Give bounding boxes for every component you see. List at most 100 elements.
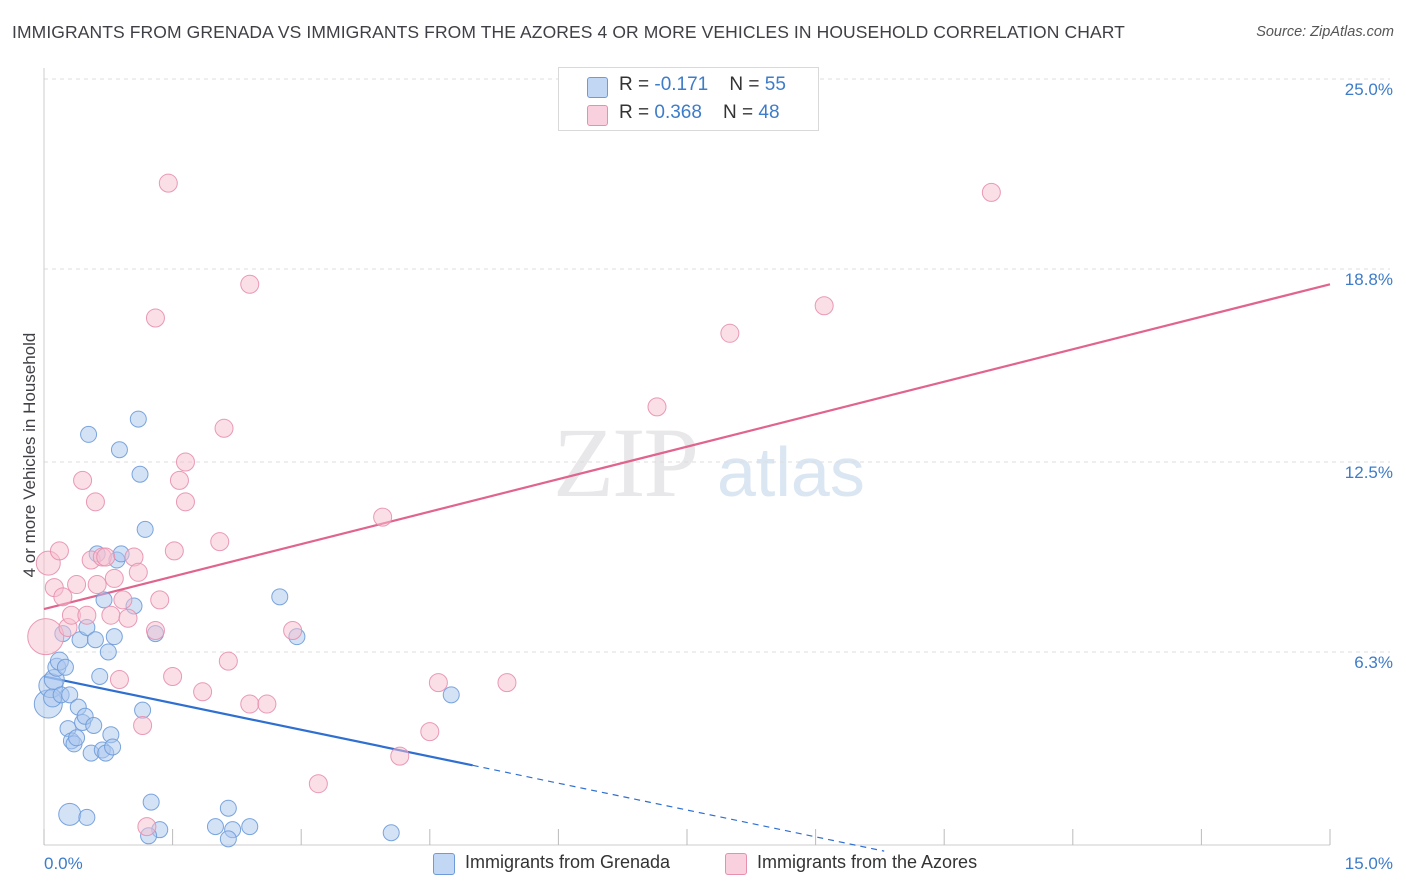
grenada-point <box>58 802 82 826</box>
bottom-legend-label-grenada: Immigrants from Grenada <box>465 852 671 872</box>
azores-point <box>218 651 238 671</box>
azores-point <box>210 532 230 552</box>
azores-point <box>128 562 148 582</box>
y-tick-label: 12.5% <box>1345 463 1393 482</box>
azores-point <box>158 173 178 193</box>
azores-point <box>101 605 121 625</box>
azores-point <box>193 682 213 702</box>
azores-point <box>113 590 133 610</box>
azores-point <box>981 182 1001 202</box>
grenada-point <box>105 628 123 646</box>
azores-point <box>96 547 116 567</box>
grenada-point <box>85 717 103 735</box>
azores-point <box>169 470 189 490</box>
grenada-point <box>56 658 74 676</box>
azores-point <box>85 492 105 512</box>
azores-point <box>240 694 260 714</box>
azores-point <box>150 590 170 610</box>
azores-point <box>145 308 165 328</box>
azores-point <box>137 817 157 837</box>
azores-trend-line <box>43 283 1331 611</box>
legend-n-value-grenada: 55 <box>764 74 786 95</box>
azores-point <box>67 575 87 595</box>
grenada-trend-extension <box>472 764 885 852</box>
grenada-point <box>95 591 113 609</box>
y-tick-label: 18.8% <box>1345 270 1393 289</box>
x-tick-label-max: 15.0% <box>1345 854 1393 873</box>
azores-point <box>87 575 107 595</box>
azores-point <box>104 568 124 588</box>
azores-point <box>257 694 277 714</box>
azores-point <box>164 541 184 561</box>
legend-n-value-azores: 48 <box>758 102 780 123</box>
grid-layer <box>44 78 1390 653</box>
azores-point <box>420 722 440 742</box>
azores-point <box>390 746 410 766</box>
azores-point <box>53 587 73 607</box>
azores-point <box>73 470 93 490</box>
grenada-point <box>442 686 460 704</box>
grenada-point <box>104 738 122 756</box>
points-layer <box>27 173 1001 848</box>
grenada-point <box>142 793 160 811</box>
legend: R = -0.171 N = 55 R = 0.368 N = 48 <box>558 67 819 131</box>
azores-point <box>133 716 153 736</box>
grenada-point <box>131 465 149 483</box>
x-tick-label-min: 0.0% <box>44 854 83 873</box>
grenada-point <box>219 799 237 817</box>
azores-point <box>77 605 97 625</box>
grenada-point <box>241 818 259 836</box>
axis-layer <box>43 68 1331 846</box>
grenada-point <box>271 588 289 606</box>
azores-point <box>49 541 69 561</box>
azores-point <box>145 621 165 641</box>
legend-r-value-grenada: -0.171 <box>654 74 709 95</box>
trend-layer <box>43 283 1331 852</box>
grenada-point <box>134 701 152 719</box>
legend-swatch-azores <box>587 105 608 126</box>
azores-point <box>720 323 740 343</box>
azores-point <box>283 621 303 641</box>
azores-point <box>308 774 328 794</box>
grenada-point <box>91 667 109 685</box>
grenada-point <box>129 410 147 428</box>
y-tick-label: 6.3% <box>1354 653 1393 672</box>
grenada-point <box>136 520 154 538</box>
azores-point <box>109 670 129 690</box>
watermark-atlas: atlas <box>717 433 865 511</box>
grenada-point <box>86 631 104 649</box>
legend-n-label: N = <box>729 74 765 95</box>
azores-point <box>814 296 834 316</box>
grenada-point <box>68 729 86 747</box>
azores-point <box>27 618 65 656</box>
grenada-point <box>78 808 96 826</box>
bottom-legend-swatch-azores <box>725 853 747 875</box>
legend-r-label: R = <box>619 102 655 123</box>
azores-point <box>428 673 448 693</box>
source-label: Source: ZipAtlas.com <box>1256 24 1394 40</box>
legend-r-value-azores: 0.368 <box>654 102 702 123</box>
grenada-point <box>110 441 128 459</box>
y-tick-label: 25.0% <box>1345 80 1393 99</box>
azores-point <box>163 666 183 686</box>
azores-point <box>497 673 517 693</box>
azores-point <box>214 418 234 438</box>
legend-swatch-grenada <box>587 77 608 98</box>
bottom-legend-swatch-grenada <box>433 853 455 875</box>
chart-title: IMMIGRANTS FROM GRENADA VS IMMIGRANTS FR… <box>12 22 1125 42</box>
legend-r-label: R = <box>619 74 655 95</box>
grenada-point <box>61 686 79 704</box>
legend-n-label: N = <box>723 102 759 123</box>
grenada-point <box>206 818 224 836</box>
labels-layer: 6.3% 12.5% 18.8% 25.0% 0.0% 15.0% 4 or more Ve… <box>20 80 1393 873</box>
azores-point <box>647 397 667 417</box>
azores-point <box>118 608 138 628</box>
grenada-point <box>80 425 98 443</box>
grenada-point <box>219 830 237 848</box>
azores-point <box>175 452 195 472</box>
azores-point <box>175 492 195 512</box>
azores-point <box>240 274 260 294</box>
y-axis-title: 4 or more Vehicles in Household <box>20 333 39 578</box>
azores-point <box>373 507 393 527</box>
